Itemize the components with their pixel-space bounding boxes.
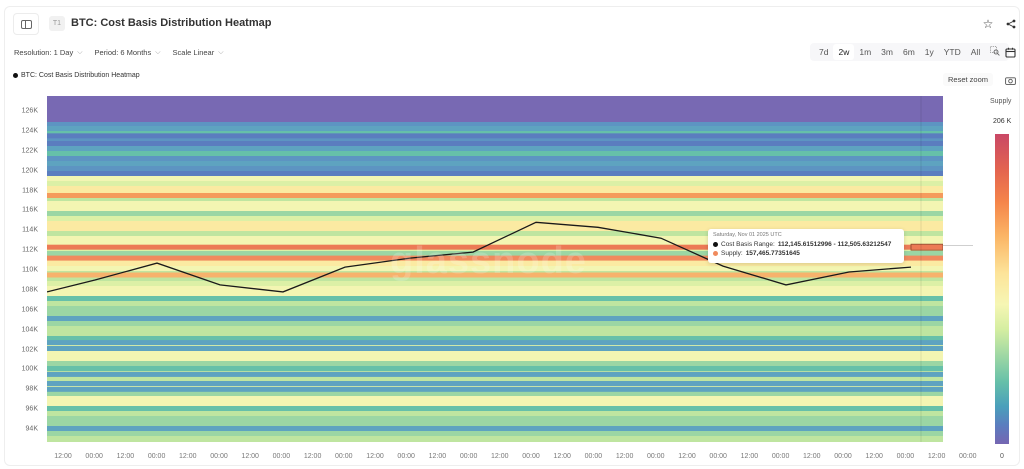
x-tick-label: 12:00 — [54, 453, 72, 460]
x-tick-label: 00:00 — [85, 453, 103, 460]
y-tick-label: 106K — [21, 306, 38, 314]
range-ytd[interactable]: YTD — [943, 47, 961, 57]
x-tick-label: 12:00 — [927, 453, 946, 460]
chart-controls: Resolution: 1 Day ⌵ Period: 6 Months ⌵ Sca… — [14, 48, 224, 57]
x-tick-label: 00:00 — [896, 453, 915, 460]
tooltip-date: Saturday, Nov 01 2025 UTC — [713, 232, 782, 238]
range-3m[interactable]: 3m — [881, 47, 893, 57]
y-axis: 126K 124K 122K 120K 118K 116K 114K 112K 110K 108K… — [0, 0, 44, 469]
y-tick-label: 104K — [21, 326, 38, 334]
x-tick-label: 00:00 — [335, 453, 353, 460]
chevron-down-icon: ⌵ — [218, 48, 224, 56]
x-tick-label: 12:00 — [303, 453, 322, 460]
chevron-down-icon: ⌵ — [77, 48, 83, 56]
y-tick-label: 118K — [22, 187, 38, 195]
y-tick-label: 116K — [22, 206, 38, 214]
zoom-area-icon — [990, 46, 1000, 56]
supply-colorbar — [995, 134, 1009, 444]
x-tick-label: 12:00 — [865, 453, 883, 460]
scale-dropdown[interactable]: Scale Linear ⌵ — [172, 48, 224, 57]
star-icon: ☆ — [982, 17, 994, 31]
x-tick-label: 12:00 — [553, 453, 571, 460]
tooltip-supply-row: Supply: 157,465.77351645 — [713, 249, 899, 258]
x-tick-label: 12:00 — [491, 453, 509, 460]
x-tick-label: 12:00 — [366, 453, 384, 460]
x-tick-label: 00:00 — [147, 453, 166, 460]
colorbar-title: Supply — [990, 98, 1012, 105]
x-tick-label: 00:00 — [459, 453, 478, 460]
x-tick-label: 00:00 — [522, 453, 540, 460]
x-tick-label: 00:00 — [709, 453, 727, 460]
colorbar-min: 0 — [1000, 453, 1004, 460]
x-tick-label: 12:00 — [740, 453, 759, 460]
range-7d[interactable]: 7d — [819, 47, 829, 57]
colorbar-max: 206 K — [993, 118, 1012, 125]
time-range-selector: 7d 2w 1m 3m 6m 1y YTD All — [810, 43, 1010, 61]
x-tick-label: 12:00 — [803, 453, 821, 460]
range-1y[interactable]: 1y — [924, 47, 934, 57]
y-tick-label: 120K — [21, 167, 38, 175]
chevron-down-icon: ⌵ — [155, 48, 161, 56]
y-tick-label: 100K — [21, 365, 38, 373]
x-tick-label: 12:00 — [615, 453, 634, 460]
range-6m[interactable]: 6m — [902, 47, 915, 57]
sidebar-icon — [20, 19, 32, 29]
x-tick-label: 00:00 — [647, 453, 665, 460]
y-tick-label: 122K — [21, 147, 38, 155]
y-tick-label: 112K — [22, 246, 38, 254]
x-tick-label: 12:00 — [179, 453, 197, 460]
y-tick-label: 102K — [21, 346, 38, 354]
y-tick-label: 98K — [25, 385, 38, 393]
share-icon — [1006, 19, 1016, 29]
range-marker — [713, 242, 718, 247]
x-tick-label: 00:00 — [210, 453, 228, 460]
page-title: BTC: Cost Basis Distribution Heatmap — [71, 17, 272, 29]
heatmap-plot-area[interactable] — [47, 96, 943, 442]
heatmap-canvas — [47, 96, 943, 442]
period-dropdown[interactable]: Period: 6 Months ⌵ — [94, 48, 161, 57]
y-tick-label: 96K — [25, 405, 38, 413]
tier-badge: T1 — [49, 16, 65, 31]
range-all[interactable]: All — [970, 47, 981, 57]
calendar-icon — [1004, 47, 1016, 58]
x-tick-label: 00:00 — [397, 453, 415, 460]
reset-zoom-button[interactable]: Reset zoom — [943, 73, 994, 86]
range-1m[interactable]: 1m — [859, 47, 872, 57]
zoom-select-button[interactable] — [985, 43, 1005, 61]
supply-marker — [713, 251, 718, 256]
x-tick-label: 12:00 — [428, 453, 447, 460]
y-tick-label: 124K — [21, 127, 38, 135]
watermark-logo: glassnode — [390, 240, 587, 282]
y-tick-label: 94K — [25, 425, 38, 433]
screenshot-button[interactable] — [1000, 70, 1020, 90]
share-button[interactable] — [1001, 14, 1021, 34]
camera-icon — [1004, 76, 1016, 85]
calendar-button[interactable] — [1000, 42, 1020, 62]
legend-marker — [13, 73, 18, 78]
y-tick-label: 126K — [21, 107, 38, 115]
y-tick-label: 114K — [22, 226, 38, 234]
chart-legend[interactable]: BTC: Cost Basis Distribution Heatmap — [13, 72, 140, 79]
crosshair-line — [943, 245, 973, 246]
range-2w[interactable]: 2w — [833, 44, 855, 60]
x-tick-label: 12:00 — [116, 453, 135, 460]
x-tick-label: 00:00 — [771, 453, 790, 460]
y-tick-label: 108K — [21, 286, 38, 294]
favorite-button[interactable]: ☆ — [978, 14, 998, 34]
x-tick-label: 00:00 — [272, 453, 291, 460]
x-tick-label: 00:00 — [834, 453, 852, 460]
chart-tooltip: Saturday, Nov 01 2025 UTC Cost Basis Ran… — [708, 229, 904, 263]
x-tick-label: 00:00 — [584, 453, 603, 460]
x-tick-label: 12:00 — [241, 453, 259, 460]
x-tick-label: 00:00 — [959, 453, 977, 460]
tooltip-range-row: Cost Basis Range: 112,145.61512996 - 112,… — [713, 240, 899, 249]
resolution-dropdown[interactable]: Resolution: 1 Day ⌵ — [14, 48, 83, 57]
sidebar-toggle-button[interactable] — [13, 13, 39, 35]
x-tick-label: 12:00 — [678, 453, 696, 460]
y-tick-label: 110K — [22, 266, 38, 274]
